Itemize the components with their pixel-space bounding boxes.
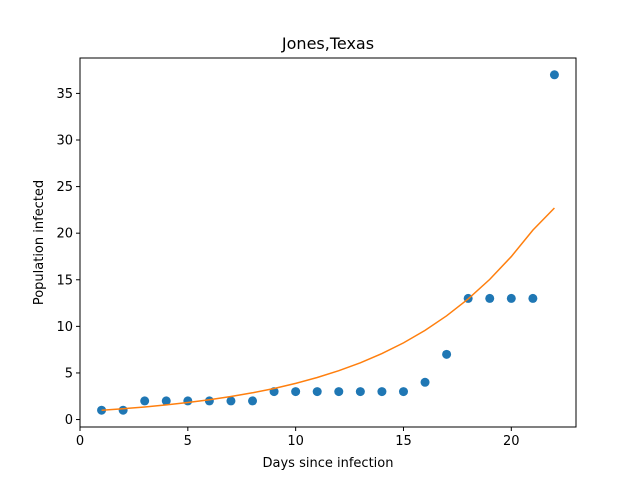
x-tick-label: 20 <box>503 434 520 449</box>
y-tick-label: 10 <box>56 320 73 335</box>
y-tick-label: 25 <box>56 180 73 195</box>
data-point <box>248 396 258 406</box>
data-point <box>506 293 516 303</box>
data-point <box>97 405 107 415</box>
x-tick-label: 5 <box>184 434 192 449</box>
y-tick-label: 5 <box>65 366 73 381</box>
plot-frame <box>79 57 577 428</box>
y-tick-label: 0 <box>65 413 73 428</box>
y-tick-label: 30 <box>56 134 73 149</box>
x-tick-label: 0 <box>76 434 84 449</box>
data-point <box>140 396 150 406</box>
data-point <box>398 387 408 397</box>
data-point <box>118 405 128 415</box>
chart-title: Jones,Texas <box>281 34 374 53</box>
x-axis: 0 5 10 15 20 <box>76 427 520 449</box>
data-point <box>183 396 193 406</box>
y-axis-label: Population infected <box>32 180 47 305</box>
data-point <box>442 349 452 359</box>
fit-line <box>101 207 555 411</box>
y-axis: 0 5 10 15 20 25 30 35 <box>56 87 80 428</box>
data-point <box>485 293 495 303</box>
y-tick-label: 35 <box>56 87 73 102</box>
x-tick-label: 15 <box>395 434 412 449</box>
data-point <box>420 377 430 387</box>
data-point <box>204 396 214 406</box>
data-point <box>549 70 559 80</box>
x-axis-label: Days since infection <box>263 456 394 471</box>
data-point <box>528 293 538 303</box>
data-point <box>226 396 236 406</box>
y-tick-label: 20 <box>56 227 73 242</box>
x-tick-label: 10 <box>287 434 304 449</box>
data-point <box>291 387 301 397</box>
series-layer <box>97 70 559 415</box>
data-point <box>377 387 387 397</box>
y-tick-label: 15 <box>56 273 73 288</box>
data-point <box>161 396 171 406</box>
data-point <box>312 387 322 397</box>
data-point <box>334 387 344 397</box>
data-point <box>355 387 365 397</box>
